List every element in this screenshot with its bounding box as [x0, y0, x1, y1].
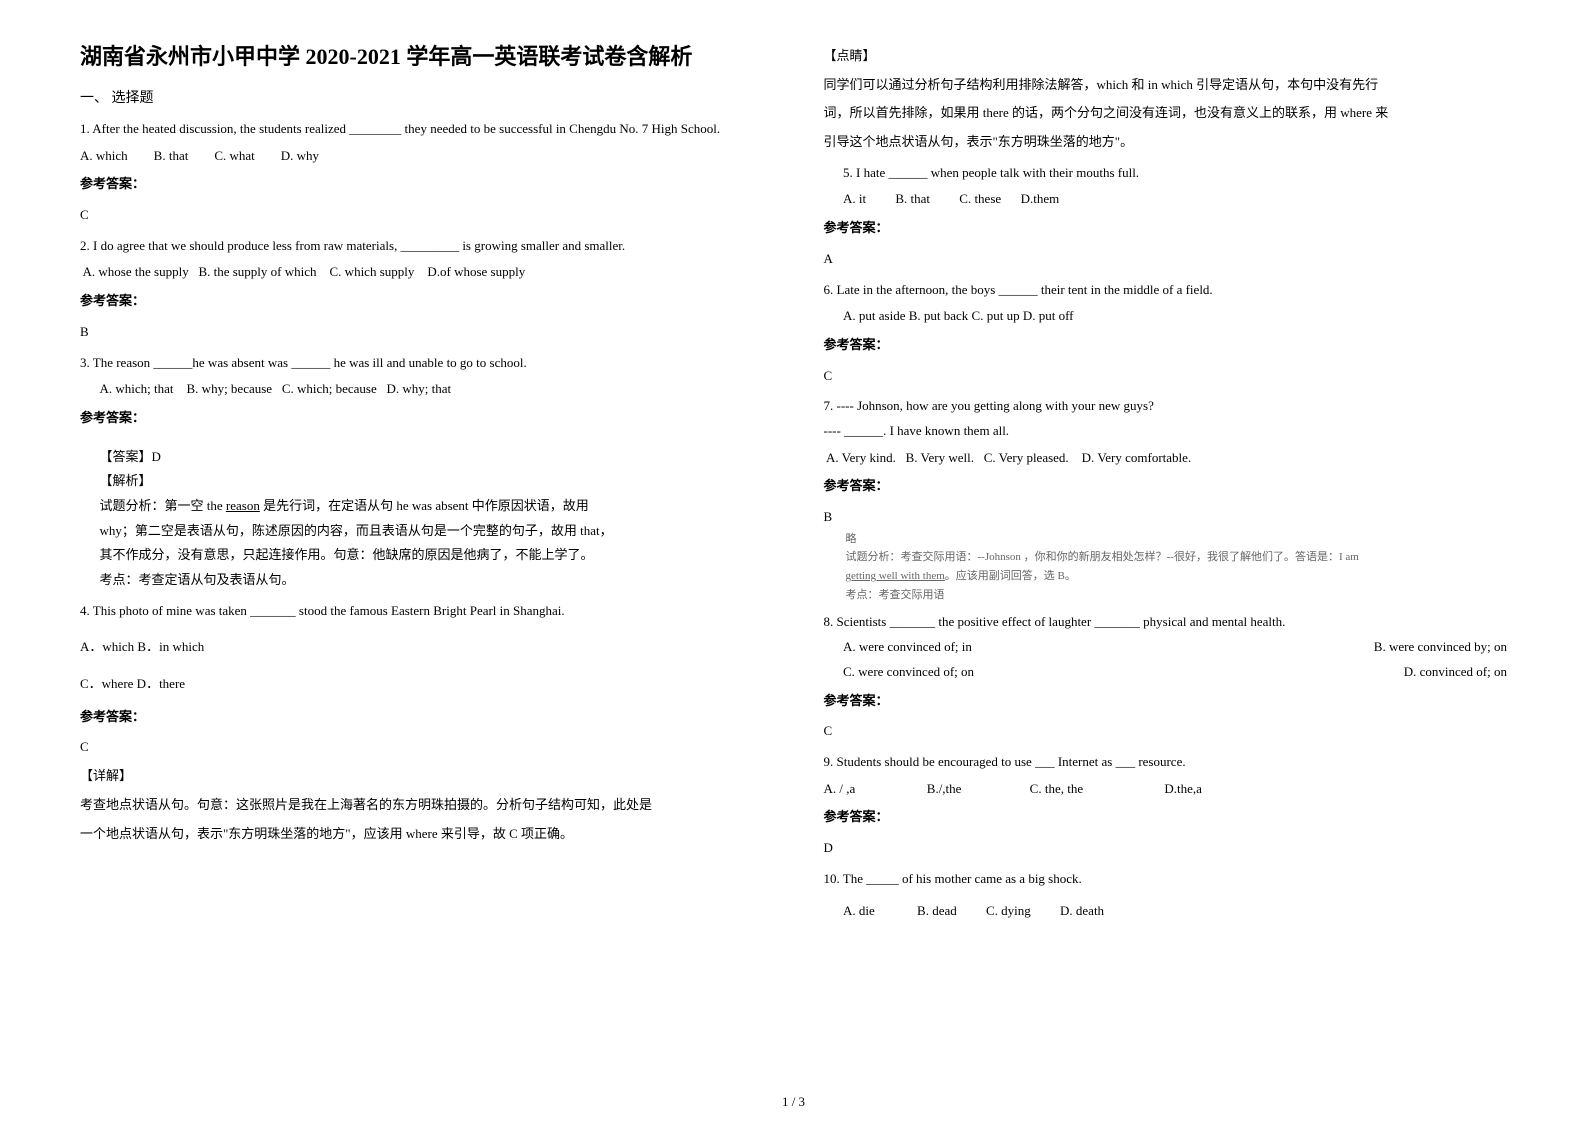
explain-tag: 【详解】	[80, 764, 764, 789]
q4-answer: C	[80, 735, 764, 760]
q7-lue: 略	[846, 530, 1508, 549]
doc-title: 湖南省永州市小甲中学 2020-2021 学年高一英语联考试卷含解析	[80, 40, 764, 73]
q7-expl-2a: getting well with them	[846, 570, 945, 582]
q7-answer: B	[824, 505, 1508, 530]
q4-options-1: A．which B．in which	[80, 635, 764, 660]
q3-answer: D	[152, 449, 161, 464]
q8-optD: D. convinced of; on	[1404, 660, 1507, 685]
q7-stem-1: 7. ---- Johnson, how are you getting alo…	[824, 394, 1508, 419]
q3-expl-3: 其不作成分，没有意思，只起连接作用。句意：他缺席的原因是他病了，不能上学了。	[80, 543, 764, 568]
q2-options: A. whose the supply B. the supply of whi…	[80, 260, 764, 285]
q9-stem: 9. Students should be encouraged to use …	[824, 750, 1508, 775]
q7-expl-2: getting well with them。应该用副词回答，选 B。	[846, 567, 1508, 586]
answer-label: 参考答案：	[824, 805, 1508, 830]
reason-word: reason	[226, 498, 260, 513]
q8-optB: B. were convinced by; on	[1374, 635, 1507, 660]
q1-answer: C	[80, 203, 764, 228]
answer-label: 参考答案：	[80, 172, 764, 197]
q2-answer: B	[80, 320, 764, 345]
q3-stem: 3. The reason ______he was absent was __…	[80, 351, 764, 376]
hint-tag: 【点睛】	[824, 44, 1508, 69]
q1-stem: 1. After the heated discussion, the stud…	[80, 117, 764, 142]
q4-stem: 4. This photo of mine was taken _______ …	[80, 599, 764, 624]
answer-label: 参考答案：	[824, 216, 1508, 241]
answer-label: 参考答案：	[824, 474, 1508, 499]
answer-label: 参考答案：	[80, 289, 764, 314]
q3-expl-1: 试题分析：第一空 the reason 是先行词，在定语从句 he was ab…	[80, 494, 764, 519]
q6-options: A. put aside B. put back C. put up D. pu…	[824, 304, 1508, 329]
answer-label: 参考答案：	[80, 705, 764, 730]
q7-stem-2: ---- ______. I have known them all.	[824, 419, 1508, 444]
q7-expl-1: 试题分析：考查交际用语：--Johnson ，你和你的新朋友相处怎样？--很好，…	[846, 548, 1508, 567]
q5-answer: A	[824, 247, 1508, 272]
q8-answer: C	[824, 719, 1508, 744]
q4-hint-3: 引导这个地点状语从句，表示"东方明珠坐落的地方"。	[824, 130, 1508, 155]
q9-options: A. / ,a B./,the C. the, the D.the,a	[824, 777, 1508, 802]
q7-options: A. Very kind. B. Very well. C. Very plea…	[824, 446, 1508, 471]
q8-optA: A. were convinced of; in	[843, 635, 972, 660]
q7-kaodian: 考点：考查交际用语	[846, 586, 1508, 605]
q7-expl-2b: 。应该用副词回答，选 B。	[945, 570, 1076, 582]
q4-options-2: C．where D．there	[80, 672, 764, 697]
q4-hint-2: 词，所以首先排除，如果用 there 的话，两个分句之间没有连词，也没有意义上的…	[824, 101, 1508, 126]
q10-options: A. die B. dead C. dying D. death	[824, 899, 1508, 924]
section-heading: 一、 选择题	[80, 87, 764, 107]
q4-hint-1: 同学们可以通过分析句子结构利用排除法解答，which 和 in which 引导…	[824, 73, 1508, 98]
q6-stem: 6. Late in the afternoon, the boys _____…	[824, 278, 1508, 303]
answer-tag-label: 【答案】	[100, 449, 152, 464]
q3-expl-1a: 试题分析：第一空 the	[100, 498, 226, 513]
answer-label: 参考答案：	[824, 333, 1508, 358]
q10-stem: 10. The _____ of his mother came as a bi…	[824, 867, 1508, 892]
q1-options: A. which B. that C. what D. why	[80, 144, 764, 169]
explain-tag: 【解析】	[80, 469, 764, 494]
q2-stem: 2. I do agree that we should produce les…	[80, 234, 764, 259]
q3-expl-2: why；第二空是表语从句，陈述原因的内容，而且表语从句是一个完整的句子，故用 t…	[80, 519, 764, 544]
answer-tag: 【答案】D	[80, 445, 764, 470]
q5-stem: 5. I hate ______ when people talk with t…	[824, 161, 1508, 186]
q6-answer: C	[824, 364, 1508, 389]
q5-options: A. it B. that C. these D.them	[824, 187, 1508, 212]
q8-stem: 8. Scientists _______ the positive effec…	[824, 610, 1508, 635]
q8-optC: C. were convinced of; on	[843, 660, 974, 685]
answer-label: 参考答案：	[80, 406, 764, 431]
q3-expl-1b: 是先行词，在定语从句 he was absent 中作原因状语，故用	[260, 498, 589, 513]
answer-label: 参考答案：	[824, 689, 1508, 714]
q3-kaodian: 考点：考查定语从句及表语从句。	[80, 568, 764, 593]
q4-expl-2: 一个地点状语从句，表示"东方明珠坐落的地方"，应该用 where 来引导，故 C…	[80, 822, 764, 847]
q4-expl-1: 考查地点状语从句。句意：这张照片是我在上海著名的东方明珠拍摄的。分析句子结构可知…	[80, 793, 764, 818]
q3-options: A. which; that B. why; because C. which;…	[80, 377, 764, 402]
page-footer: 1 / 3	[0, 1094, 1587, 1110]
q9-answer: D	[824, 836, 1508, 861]
